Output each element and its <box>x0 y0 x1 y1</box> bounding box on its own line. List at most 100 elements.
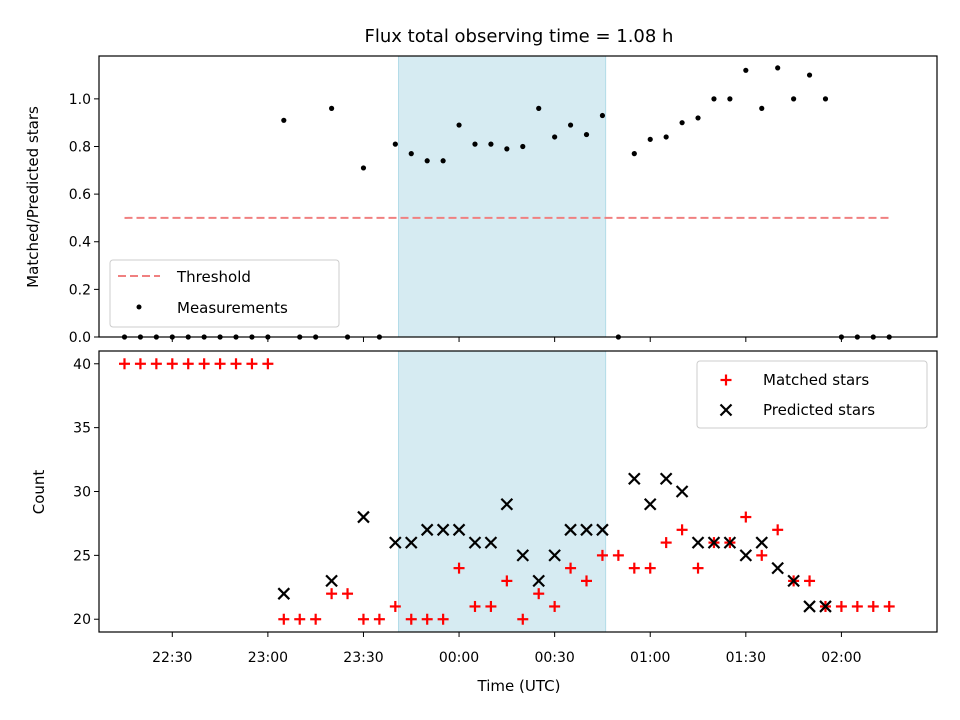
predicted-stars-point <box>468 536 482 549</box>
predicted-stars-point <box>564 523 577 537</box>
predicted-stars-point <box>628 472 641 486</box>
matched-stars-point <box>596 549 608 561</box>
count-panel-x-ticks: 22:30 23:00 23:30 00:00 00:30 01:00 01:30 02:00 <box>152 632 862 666</box>
legend-matched-label: Matched stars <box>763 371 869 389</box>
y-tick-label: 0.4 <box>69 235 91 251</box>
measurement-point <box>329 105 335 111</box>
y-tick-label: 40 <box>73 357 91 373</box>
predicted-stars-point <box>643 497 657 511</box>
legend-measurements-label: Measurements <box>177 299 288 317</box>
predicted-stars-point <box>771 561 784 575</box>
predicted-stars-point <box>357 510 370 524</box>
matched-stars-point <box>421 613 433 625</box>
matched-stars-point <box>756 549 768 561</box>
predicted-swatch-marker <box>719 403 733 417</box>
predicted-stars-point <box>277 587 291 600</box>
x-tick-label: 01:30 <box>726 650 766 666</box>
matched-stars-point <box>692 562 704 574</box>
measurement-point <box>472 141 478 147</box>
matched-stars-point <box>405 613 417 625</box>
matched-stars-point <box>262 358 274 370</box>
matched-stars-point <box>230 358 242 370</box>
ratio-panel-y-label: Matched/Predicted stars <box>24 106 42 288</box>
measurement-point <box>456 122 462 128</box>
matched-stars-point <box>644 562 656 574</box>
measurement-point <box>504 146 510 152</box>
matched-stars-point <box>326 588 338 600</box>
measurement-point <box>360 165 367 171</box>
matched-stars-point <box>804 575 816 587</box>
ratio-panel-x-ticks <box>171 337 842 342</box>
predicted-stars-point <box>548 549 561 562</box>
matched-stars-point <box>357 613 369 625</box>
matched-stars-point <box>660 537 672 549</box>
measurement-point <box>679 120 685 126</box>
matched-stars-point <box>278 613 290 625</box>
matched-stars-point <box>501 575 513 587</box>
y-tick-label: 0.8 <box>69 139 91 155</box>
predicted-stars-point <box>452 523 466 537</box>
count-panel-x-label: Time (UTC) <box>477 677 561 695</box>
count-panel-y-ticks: 20 25 30 35 40 <box>73 357 99 628</box>
measurement-point <box>536 105 542 111</box>
legend-threshold-label: Threshold <box>176 268 251 286</box>
predicted-stars-point <box>707 536 721 549</box>
count-panel-frame <box>98 350 938 633</box>
matched-stars-point <box>835 600 847 612</box>
matched-stars-point <box>533 588 545 600</box>
measurement-point <box>711 96 717 102</box>
predicted-stars-point <box>389 536 402 549</box>
measurement-point <box>552 134 558 140</box>
predicted-stars-point <box>484 536 498 549</box>
matched-stars-point <box>294 613 306 625</box>
measurement-point <box>440 158 446 164</box>
matched-swatch-marker <box>720 374 732 386</box>
x-tick-label: 23:30 <box>343 650 383 666</box>
predicted-stars-point <box>500 497 514 511</box>
measurement-point <box>743 67 749 73</box>
y-tick-label: 1.0 <box>69 92 91 108</box>
measurement-point <box>392 141 398 147</box>
chart-title: Flux total observing time = 1.08 h <box>365 26 674 47</box>
predicted-stars-point <box>787 574 800 588</box>
matched-stars-point <box>851 600 863 612</box>
measurement-point <box>791 96 797 102</box>
measurement-point <box>806 72 813 78</box>
ratio-panel: 0.0 0.2 0.4 0.6 0.8 1.0 Flux total observing … <box>24 26 938 346</box>
measurement-point <box>599 112 606 119</box>
predicted-stars-point <box>819 600 832 613</box>
legend-predicted-label: Predicted stars <box>763 401 875 419</box>
matched-stars-point <box>883 600 895 612</box>
legend-predicted-swatch <box>719 403 733 417</box>
legend-matched-swatch <box>720 374 732 386</box>
matched-stars-point <box>628 562 640 574</box>
matched-stars-point <box>342 588 354 600</box>
x-tick-label: 22:30 <box>152 650 192 666</box>
matched-stars-point <box>469 600 481 612</box>
measurement-point <box>695 115 701 121</box>
measurement-point <box>727 96 733 102</box>
matched-stars-point <box>740 511 752 523</box>
ratio-panel-y-ticks: 0.0 0.2 0.4 0.6 0.8 1.0 <box>69 92 99 346</box>
measurement-point <box>281 117 287 123</box>
x-tick-label: 00:30 <box>534 650 574 666</box>
matched-stars-point <box>150 358 162 370</box>
matched-stars-point <box>134 358 146 370</box>
predicted-stars-point <box>803 600 816 613</box>
measurements-series <box>121 65 892 340</box>
y-tick-label: 20 <box>73 612 91 628</box>
predicted-stars-point <box>659 472 673 486</box>
ratio-panel-legend: Threshold Measurements <box>109 259 340 328</box>
matched-stars-point <box>867 600 879 612</box>
count-panel-shaded-interval <box>398 350 607 633</box>
ratio-panel-legend-box <box>109 259 340 328</box>
measurement-point <box>424 158 430 164</box>
x-tick-label: 02:00 <box>821 650 861 666</box>
x-tick-label: 23:00 <box>248 650 288 666</box>
y-tick-label: 30 <box>73 485 91 501</box>
count-panel-y-label: Count <box>30 470 48 515</box>
measurement-point <box>408 151 414 157</box>
predicted-stars-point <box>404 536 418 549</box>
predicted-stars-point <box>596 523 609 537</box>
